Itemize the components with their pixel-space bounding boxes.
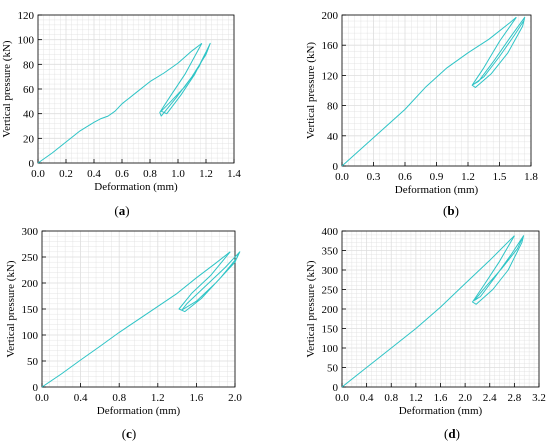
y-tick-label-c-4: 200 (22, 278, 39, 290)
x-tick-label-d-3: 1.2 (409, 392, 423, 404)
series-line-b-1 (471, 16, 526, 88)
x-axis-label-b: Deformation (mm) (395, 184, 479, 196)
y-tick-label-d-6: 300 (322, 265, 339, 277)
x-axis-label-a: Deformation (mm) (94, 181, 178, 193)
y-tick-label-d-5: 250 (322, 285, 339, 297)
x-tick-label-a-0: 0.0 (31, 168, 45, 180)
series-line-d-1 (472, 235, 525, 305)
x-tick-label-c-3: 1.2 (151, 392, 165, 404)
x-tick-label-b-0: 0.0 (335, 171, 349, 183)
y-tick-label-d-2: 100 (322, 343, 339, 355)
series-line-c-0 (41, 251, 231, 388)
y-tick-label-a-2: 40 (23, 109, 35, 121)
panel-caption-a: (a) (114, 203, 129, 218)
y-tick-label-c-3: 150 (22, 304, 39, 316)
x-tick-label-c-0: 0.0 (35, 392, 49, 404)
y-tick-label-d-8: 400 (322, 226, 339, 238)
y-tick-label-c-2: 100 (22, 330, 39, 342)
x-tick-label-a-1: 0.2 (59, 168, 73, 180)
x-axis-label-d: Deformation (mm) (399, 405, 483, 417)
y-tick-label-b-5: 200 (322, 10, 339, 22)
x-tick-label-d-6: 2.4 (483, 392, 497, 404)
series-line-c-1 (178, 251, 241, 313)
x-tick-label-b-2: 0.6 (398, 171, 412, 183)
x-tick-label-d-5: 2.0 (458, 392, 472, 404)
y-tick-label-d-7: 350 (322, 246, 339, 258)
x-tick-label-d-2: 0.8 (384, 392, 398, 404)
y-tick-label-a-1: 20 (23, 133, 35, 145)
x-tick-label-d-4: 1.6 (434, 392, 448, 404)
y-axis-label-a: Vertical pressure (kN) (1, 40, 13, 137)
y-tick-label-c-5: 250 (22, 252, 39, 264)
y-tick-label-d-3: 150 (322, 324, 339, 336)
y-tick-label-a-4: 80 (23, 59, 35, 71)
series-line-a-0 (37, 43, 203, 164)
series-line-b-0 (341, 16, 517, 167)
y-axis-label-d: Vertical pressure (kN) (305, 260, 317, 357)
y-tick-label-c-0: 0 (33, 382, 39, 394)
x-axis-label-c: Deformation (mm) (97, 405, 181, 417)
y-tick-label-d-4: 200 (322, 304, 339, 316)
y-tick-label-a-3: 60 (23, 84, 35, 96)
series-line-d-0 (341, 235, 515, 388)
y-tick-label-b-2: 80 (327, 101, 339, 113)
y-tick-label-d-1: 50 (327, 363, 339, 375)
x-tick-label-d-0: 0.0 (335, 392, 349, 404)
x-tick-label-b-6: 1.8 (524, 171, 538, 183)
y-tick-label-b-0: 0 (333, 161, 339, 173)
y-axis-label-b: Vertical pressure (kN) (305, 42, 317, 139)
x-tick-label-d-8: 3.2 (532, 392, 546, 404)
x-tick-label-b-3: 0.9 (430, 171, 444, 183)
x-tick-label-d-7: 2.8 (508, 392, 522, 404)
x-tick-label-b-5: 1.5 (493, 171, 507, 183)
series-line-a-1 (159, 42, 211, 117)
x-tick-label-c-4: 1.6 (190, 392, 204, 404)
y-tick-label-a-6: 120 (18, 10, 35, 22)
x-tick-label-a-7: 1.4 (227, 168, 241, 180)
y-tick-label-c-1: 50 (27, 356, 39, 368)
y-tick-label-c-6: 300 (22, 226, 39, 238)
x-tick-label-a-4: 0.8 (143, 168, 157, 180)
y-tick-label-b-1: 40 (327, 131, 339, 143)
y-tick-label-b-4: 160 (322, 40, 339, 52)
y-axis-label-c: Vertical pressure (kN) (5, 260, 17, 357)
x-tick-label-a-6: 1.2 (199, 168, 213, 180)
x-tick-label-c-5: 2.0 (228, 392, 242, 404)
panel-caption-c: (c) (122, 426, 136, 441)
y-tick-label-a-5: 100 (18, 35, 35, 47)
x-tick-label-c-1: 0.4 (74, 392, 88, 404)
x-tick-label-a-5: 1.0 (171, 168, 185, 180)
y-tick-label-d-0: 0 (333, 382, 339, 394)
x-tick-label-c-2: 0.8 (112, 392, 126, 404)
x-tick-label-b-1: 0.3 (367, 171, 381, 183)
x-tick-label-d-1: 0.4 (360, 392, 374, 404)
y-tick-label-a-0: 0 (29, 158, 35, 170)
panel-caption-d: (d) (444, 426, 460, 441)
y-tick-label-b-3: 120 (322, 70, 339, 82)
x-tick-label-b-4: 1.2 (461, 171, 475, 183)
x-tick-label-a-2: 0.4 (87, 168, 101, 180)
panel-caption-b: (b) (443, 203, 459, 218)
x-tick-label-a-3: 0.6 (115, 168, 129, 180)
